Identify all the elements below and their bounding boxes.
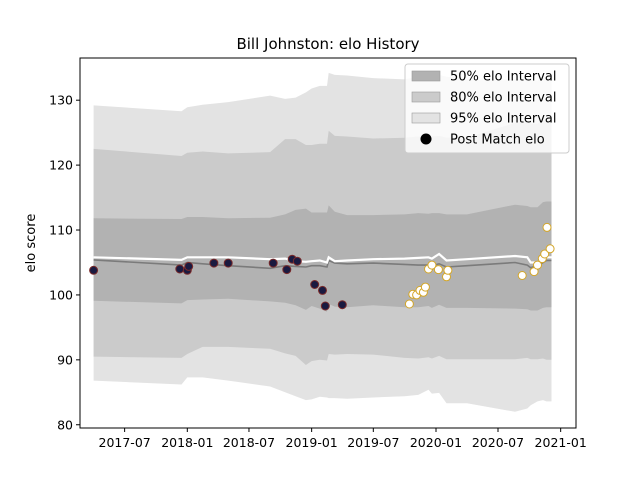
legend-label: Post Match elo bbox=[450, 133, 545, 148]
x-tick-label: 2019-01 bbox=[286, 435, 338, 450]
legend-label: 80% elo Interval bbox=[450, 91, 557, 106]
post-match-point bbox=[540, 249, 550, 259]
post-match-point bbox=[433, 265, 443, 275]
legend-swatch bbox=[411, 112, 441, 124]
post-match-point bbox=[443, 265, 453, 275]
x-tick-label: 2019-07 bbox=[347, 435, 399, 450]
post-match-point bbox=[404, 299, 414, 309]
post-match-point bbox=[320, 301, 330, 311]
legend-label: 50% elo Interval bbox=[450, 70, 557, 85]
legend-label: 95% elo Interval bbox=[450, 112, 557, 127]
post-match-point bbox=[542, 222, 552, 232]
post-match-point bbox=[420, 282, 430, 292]
plot-frame bbox=[79, 57, 577, 429]
post-match-point bbox=[209, 258, 219, 268]
post-match-point bbox=[517, 271, 527, 280]
post-match-point bbox=[533, 260, 542, 270]
y-tick-label: 100 bbox=[49, 287, 73, 302]
post-match-point bbox=[184, 261, 194, 271]
post-match-point bbox=[545, 244, 555, 254]
legend: 50% elo Interval 80% elo Interval 95% elo … bbox=[404, 63, 570, 154]
x-tick-label: 2020-07 bbox=[472, 435, 524, 450]
x-axis: 2017-07 2018-01 2018-07 2019-01 2019-07 2020-… bbox=[99, 428, 587, 450]
y-tick-label: 90 bbox=[57, 352, 73, 367]
x-tick-label: 2021-01 bbox=[535, 435, 587, 450]
post-match-point bbox=[268, 258, 278, 268]
y-tick-label: 130 bbox=[49, 93, 73, 108]
y-tick-label: 80 bbox=[57, 417, 73, 432]
legend-marker bbox=[420, 133, 432, 145]
chart-title: Bill Johnston: elo History bbox=[236, 35, 419, 53]
post-match-point bbox=[427, 260, 437, 270]
band-50-interval bbox=[93, 201, 552, 312]
interval-bands bbox=[93, 72, 552, 412]
post-match-point bbox=[318, 285, 327, 295]
legend-box bbox=[404, 63, 570, 154]
expected-elo-line bbox=[93, 252, 552, 264]
mean-elo-line bbox=[93, 259, 552, 270]
post-match-point bbox=[223, 258, 233, 268]
post-match-point bbox=[89, 265, 99, 275]
post-match-point bbox=[337, 300, 347, 310]
y-tick-label: 120 bbox=[49, 158, 73, 173]
legend-swatch bbox=[411, 70, 441, 82]
x-tick-label: 2018-07 bbox=[223, 435, 275, 450]
legend-swatch bbox=[411, 91, 441, 103]
x-tick-label: 2020-01 bbox=[410, 435, 462, 450]
x-tick-label: 2017-07 bbox=[99, 435, 151, 450]
post-match-point bbox=[282, 265, 292, 275]
post-match-point bbox=[175, 264, 185, 274]
post-match-points bbox=[89, 222, 555, 311]
post-match-point bbox=[292, 256, 302, 266]
rating-lines bbox=[93, 252, 552, 270]
x-tick-label: 2018-01 bbox=[161, 435, 213, 450]
y-axis: 80 90 100 110 120 130 bbox=[49, 93, 80, 432]
y-tick-label: 110 bbox=[49, 223, 73, 238]
post-match-point bbox=[310, 280, 320, 289]
y-axis-label: elo score bbox=[24, 214, 39, 273]
